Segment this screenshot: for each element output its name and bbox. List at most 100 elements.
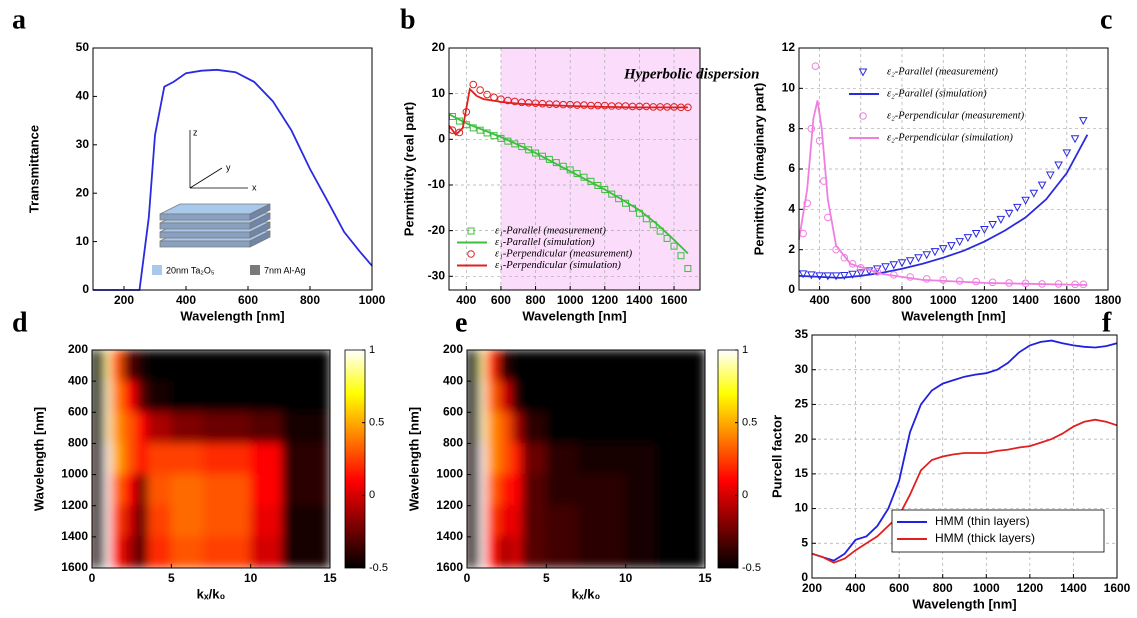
legend-marker [467,227,475,235]
heatmap-cell [485,442,500,476]
marker [988,220,997,230]
heatmap-cell [467,505,481,538]
heatmap-cell [522,474,547,507]
y-tick-label: 20 [76,185,90,199]
y-tick-label: 2 [788,242,795,256]
heatmap-cell [104,380,112,413]
marker [469,80,478,89]
x-tick-label: 200 [114,293,134,307]
y-tick-label: 6 [788,161,795,175]
heatmap-cell [545,442,579,476]
x-tick-label: 1200 [1017,581,1044,595]
marker [803,199,812,208]
marker [930,248,940,257]
y-tick-label: 1200 [436,498,463,512]
heatmap-cell [479,505,487,538]
x-tick-label: 10 [244,571,258,585]
plot-frame [91,349,331,569]
heatmap-cell [250,536,283,568]
heatmap-cell [147,411,172,444]
x-tick-label: 600 [851,293,871,307]
heatmap-cell [170,474,204,507]
heatmap-cell [625,474,658,507]
heatmap-cell [147,380,172,413]
marker [455,128,464,137]
heatmap-cell [625,411,658,444]
heatmap-cell [510,380,524,413]
panel-label: c [1100,4,1112,35]
heatmap-cell [479,411,487,444]
heatmap-cell [110,442,125,476]
inset-layer-side [159,222,251,230]
marker [1021,196,1030,205]
marker [947,242,956,251]
heatmap-cell [202,442,252,476]
legend-label: ε₁-Perpendicular (measurement) [495,248,633,259]
y-tick-label: 400 [443,373,463,387]
y-tick-label: 400 [68,373,88,387]
heatmap-cell [92,350,106,382]
y-tick-label: 12 [782,40,796,54]
heatmap-cell [467,380,481,413]
marker [1078,117,1088,126]
x-tick-label: 1400 [626,293,653,307]
panel-label: e [455,307,467,338]
inset-axis-label: z [193,127,198,137]
legend-label: ε₁-Perpendicular (simulation) [495,260,621,271]
heatmap-cell [202,505,252,538]
heatmap-cell [281,380,330,413]
heatmap-cell [577,442,627,476]
panel-label: a [12,4,26,35]
x-tick-label: 15 [698,571,712,585]
heatmap-cell [467,350,481,382]
heatmap-cell [577,350,627,382]
marker [670,242,678,250]
marker [856,269,866,278]
marker [938,245,948,254]
marker [1029,189,1039,198]
legend-label: ε₂-Perpendicular (measurement) [887,110,1025,121]
x-tick-label: 400 [810,293,830,307]
heatmap-cell [656,474,705,507]
y-tick-label: 200 [68,342,88,356]
y-tick-label: 40 [76,89,90,103]
plot-frame [448,47,701,291]
heatmap-cell [479,536,487,568]
y-tick-label: 1000 [61,467,88,481]
y-tick-label: 1400 [61,529,88,543]
heatmap-cell [170,505,204,538]
y-axis-label: Purcell factor [769,415,784,498]
heatmap-cell [92,505,106,538]
legend-label: ε₂-Perpendicular (simulation) [887,132,1013,143]
marker [881,263,890,272]
heatmap-cell [577,536,627,568]
x-tick-label: 1000 [930,293,957,307]
plot-frame [811,334,1118,579]
heatmap-cell [467,474,481,507]
heatmap-cell [281,350,330,382]
colorbar [717,349,739,569]
inset: z y x 20nm Ta₂O₅ 7nm Al-Ag [152,127,306,275]
inset-layer-end [249,221,271,239]
heatmap-cell [123,536,137,568]
legend-label: HMM (thin layers) [935,514,1030,528]
inset-legend-label: 7nm Al-Ag [264,265,306,275]
y-tick-label: 1400 [436,529,463,543]
x-tick-label: 400 [846,581,866,595]
x-tick-label: 5 [543,571,550,585]
heatmap-cell [625,536,658,568]
x-tick-label: 400 [456,293,476,307]
y-tick-label: 35 [795,327,809,341]
colorbar-tick-label: 0.5 [742,417,757,429]
annotation: Hyperbolic dispersion [623,66,759,82]
line [798,134,1089,279]
colorbar-tick-label: 0.5 [369,417,384,429]
x-tick-label: 10 [619,571,633,585]
heatmap-cell [104,442,112,476]
marker [807,271,816,280]
marker [823,272,833,281]
heatmap-cell [281,411,330,444]
x-tick-label: 800 [300,293,320,307]
heatmap-cell [625,380,658,413]
heatmap-cell [250,350,283,382]
